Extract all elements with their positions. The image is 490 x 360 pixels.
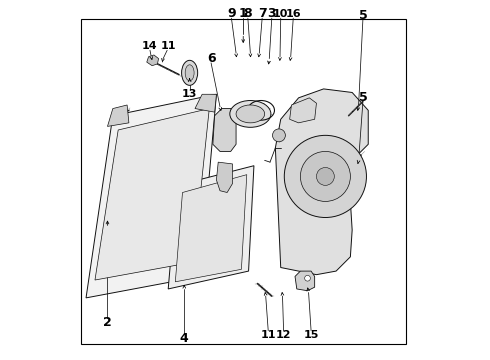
Polygon shape (95, 109, 209, 280)
Polygon shape (290, 98, 317, 123)
Text: 6: 6 (207, 52, 216, 65)
Text: 8: 8 (244, 8, 252, 21)
Ellipse shape (185, 65, 194, 81)
Polygon shape (86, 94, 217, 298)
Text: 13: 13 (182, 89, 197, 99)
Text: 4: 4 (180, 333, 189, 346)
Circle shape (272, 129, 285, 142)
Text: 11: 11 (261, 330, 276, 341)
Circle shape (300, 152, 350, 202)
Text: 7: 7 (258, 8, 267, 21)
Text: 5: 5 (359, 91, 368, 104)
Text: 12: 12 (276, 330, 292, 341)
Polygon shape (107, 105, 129, 126)
Text: 3: 3 (268, 8, 276, 21)
Polygon shape (213, 109, 236, 152)
Text: 16: 16 (285, 9, 301, 19)
Ellipse shape (236, 105, 265, 123)
Ellipse shape (230, 100, 271, 127)
Text: 9: 9 (227, 8, 236, 21)
Polygon shape (217, 162, 232, 193)
Text: 5: 5 (359, 9, 368, 22)
Circle shape (317, 167, 334, 185)
Text: 14: 14 (142, 41, 158, 51)
Polygon shape (147, 55, 159, 66)
Polygon shape (295, 271, 315, 291)
Text: 1: 1 (239, 8, 247, 21)
Text: 2: 2 (103, 316, 112, 329)
Polygon shape (275, 89, 368, 275)
Text: 15: 15 (303, 330, 319, 341)
Text: 11: 11 (161, 41, 177, 51)
Polygon shape (175, 175, 247, 282)
Polygon shape (195, 94, 217, 112)
Circle shape (305, 275, 310, 281)
Polygon shape (168, 166, 254, 289)
Circle shape (284, 135, 367, 217)
Text: 10: 10 (273, 9, 289, 19)
Ellipse shape (182, 60, 197, 85)
